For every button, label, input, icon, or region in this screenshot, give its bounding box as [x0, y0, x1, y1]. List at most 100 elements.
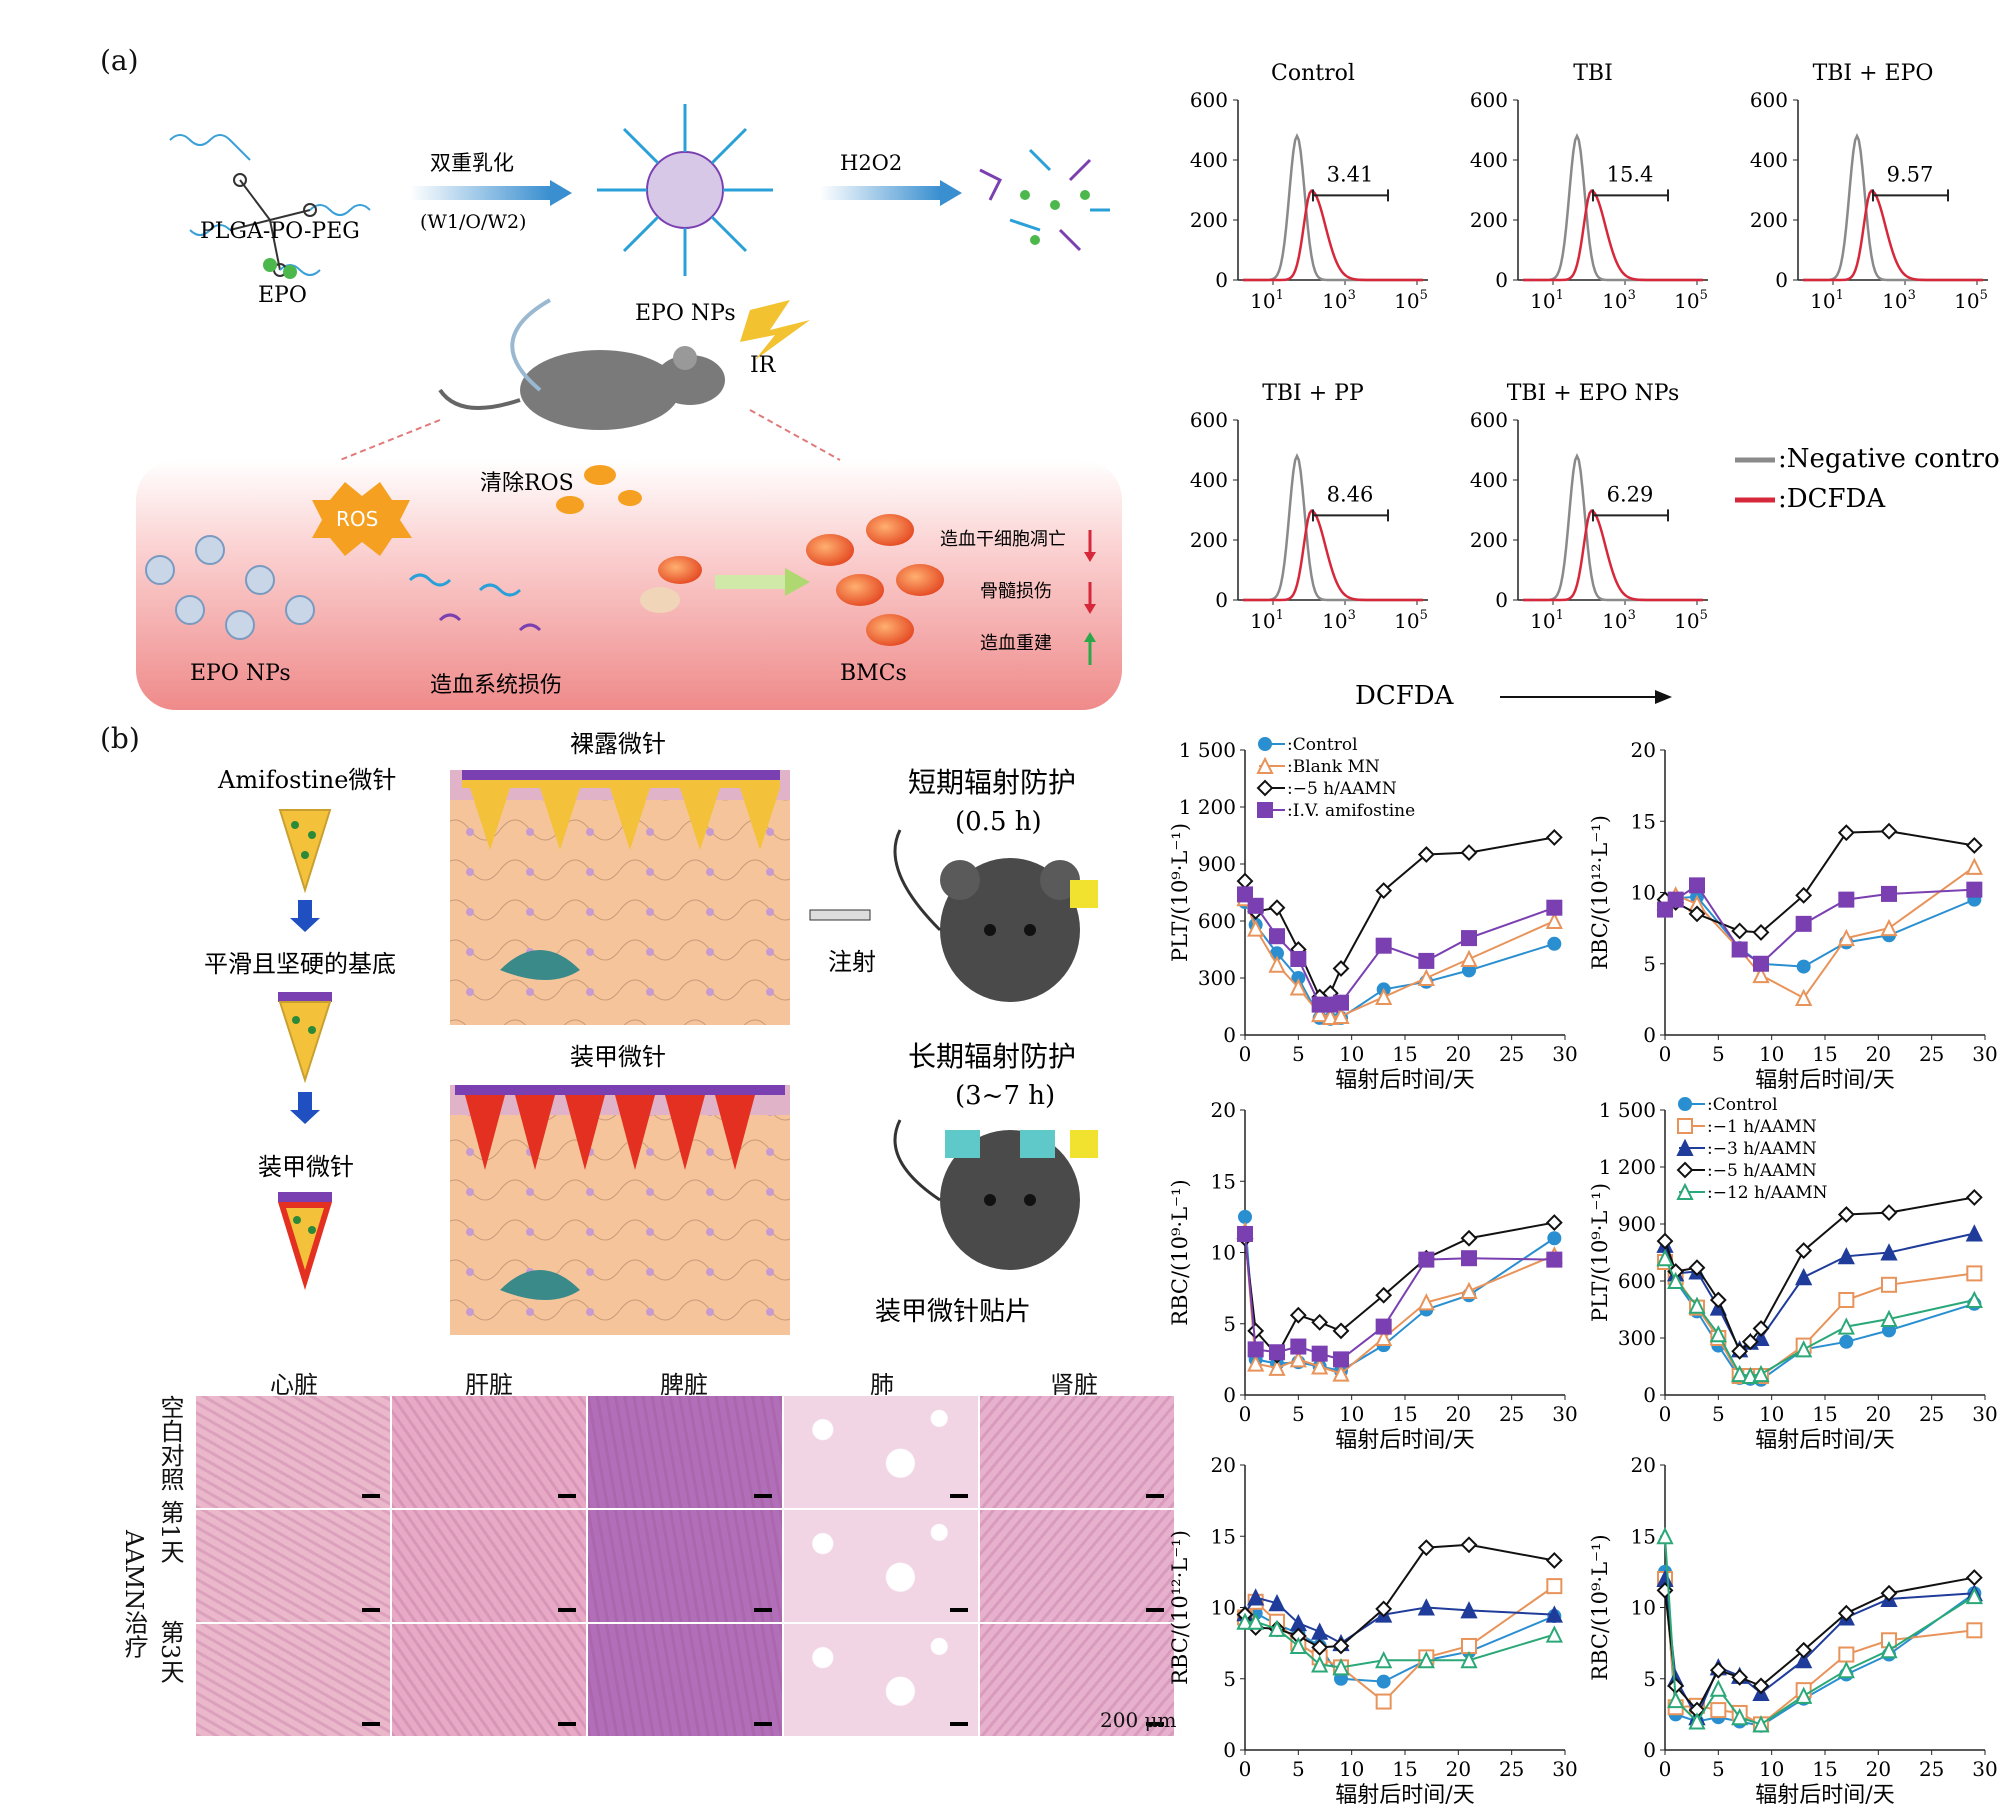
x-tick-label: 101 — [1530, 288, 1564, 313]
data-point — [1676, 1182, 1694, 1200]
double-emulsion-label: 双重乳化 — [430, 151, 514, 175]
scale-bar — [754, 1722, 772, 1726]
histology-image — [391, 1623, 587, 1737]
legend-negative-control: :Negative control — [1778, 444, 2000, 474]
y-tick-label: 1 200 — [1599, 1155, 1656, 1179]
data-point — [1752, 1715, 1770, 1733]
flow-histogram: Control 600 400 200 0 101 103 105 3.41 — [1190, 61, 1428, 313]
data-point — [1880, 1641, 1898, 1659]
data-point — [1418, 1251, 1435, 1268]
data-point — [1417, 1650, 1435, 1669]
data-point — [1460, 1536, 1478, 1554]
emulsion-phase-label: (W1/O/W2) — [420, 211, 526, 233]
x-tick-label: 10 — [1759, 1757, 1784, 1781]
y-tick-label: 15 — [1631, 809, 1656, 833]
y-tick-label: 5 — [1223, 1667, 1236, 1691]
x-axis-label: 辐射后时间/天 — [1335, 1428, 1474, 1453]
y-tick-label: 10 — [1211, 1241, 1236, 1265]
y-tick-label: 200 — [1750, 208, 1788, 232]
data-point — [1311, 1357, 1329, 1375]
histology-image — [979, 1509, 1175, 1623]
scale-bar — [362, 1494, 380, 1498]
series-line — [1244, 1231, 1555, 1375]
data-point — [1418, 952, 1435, 969]
series-line — [1664, 1536, 1975, 1726]
y-tick-label: 15 — [1631, 1524, 1656, 1548]
data-point — [1881, 1276, 1897, 1293]
y-tick-label: 15 — [1211, 1169, 1236, 1193]
x-tick-label: 30 — [1552, 1402, 1577, 1426]
bmcs-label: BMCs — [840, 661, 907, 686]
x-tick-label: 0 — [1239, 1042, 1252, 1066]
injection-arrow-icon — [510, 298, 551, 392]
data-point — [1656, 1527, 1674, 1545]
y-tick-label: 1 200 — [1179, 795, 1236, 819]
substrate-needle-icon — [278, 992, 332, 1084]
x-tick-label: 103 — [1882, 288, 1916, 313]
data-point — [1965, 1224, 1983, 1242]
y-tick-label: 1 500 — [1179, 738, 1236, 762]
y-tick-label: 10 — [1631, 1596, 1656, 1620]
data-point — [1741, 1333, 1759, 1351]
data-point — [1258, 737, 1272, 751]
y-tick-label: 400 — [1190, 468, 1228, 492]
data-point — [1332, 1006, 1350, 1024]
series-line — [1244, 1221, 1555, 1357]
x-tick-label: 5 — [1712, 1402, 1725, 1426]
patch-label: 装甲微针贴片 — [875, 1297, 1031, 1327]
data-point — [1236, 1612, 1254, 1630]
series-line — [1664, 1257, 1975, 1378]
data-point — [1837, 1317, 1855, 1335]
x-tick-label: 25 — [1499, 1757, 1524, 1781]
data-point — [1795, 1686, 1813, 1704]
line-chart-c4: 1 500 1 200 900 600 300 00 5 10 15 20 25 30 辐射后时间/天 P… — [1588, 1095, 1998, 1453]
gate-value: 8.46 — [1327, 482, 1374, 506]
data-point — [1709, 1661, 1727, 1679]
y-tick-label: 0 — [1223, 1738, 1236, 1762]
data-point — [1880, 1243, 1898, 1261]
y-tick-label: 0 — [1643, 1023, 1656, 1047]
series-line — [1664, 830, 1975, 934]
data-point — [1238, 1209, 1252, 1224]
y-tick-label: 300 — [1618, 1326, 1656, 1350]
data-point — [1688, 1712, 1706, 1730]
data-point — [1837, 1604, 1855, 1622]
data-point — [1247, 897, 1264, 914]
data-point — [1375, 1693, 1392, 1710]
histology-image — [783, 1395, 979, 1509]
amifostine-needle-icon — [278, 809, 332, 894]
data-point — [1375, 1600, 1393, 1618]
data-point — [1838, 1292, 1855, 1308]
bare-mn-title: 裸露微针 — [570, 730, 666, 758]
series-line — [1244, 1585, 1555, 1703]
negative-control-curve — [1523, 452, 1703, 602]
x-tick-label: 10 — [1759, 1042, 1784, 1066]
legend-entry: :Blank MN — [1287, 757, 1380, 777]
x-tick-label: 0 — [1659, 1402, 1672, 1426]
x-axis-label: 辐射后时间/天 — [1755, 1783, 1894, 1808]
data-point — [1688, 905, 1706, 923]
data-point — [1678, 1097, 1692, 1111]
data-point — [1268, 1619, 1286, 1637]
y-tick-label: 0 — [1643, 1383, 1656, 1407]
row-label-control: 空白对照 — [156, 1395, 184, 1491]
data-point — [1460, 844, 1478, 862]
data-point — [1268, 955, 1286, 973]
x-tick-label: 30 — [1972, 1757, 1997, 1781]
y-tick-label: 600 — [1190, 408, 1228, 432]
histology-image — [783, 1509, 979, 1623]
x-tick-label: 15 — [1812, 1757, 1837, 1781]
line-chart-c3: 20 15 10 5 00 5 10 15 20 25 30 辐射后时间/天 RBC/(10⁹·L⁻¹) — [1168, 1098, 1578, 1453]
line-chart-c6: 20 15 10 5 00 5 10 15 20 25 30 辐射后时间/天 RBC/(10⁹·L⁻¹) — [1588, 1453, 1998, 1808]
data-point — [1677, 1118, 1693, 1134]
y-tick-label: 0 — [1495, 268, 1508, 292]
y-tick-label: 0 — [1775, 268, 1788, 292]
data-point — [1676, 1161, 1694, 1179]
x-axis-label: 辐射后时间/天 — [1755, 1068, 1894, 1093]
y-tick-label: 600 — [1750, 88, 1788, 112]
h2o2-label: H2O2 — [840, 151, 902, 175]
data-point — [1838, 891, 1855, 908]
ir-label: IR — [750, 353, 777, 378]
short-term-label: 短期辐射防护 — [908, 766, 1076, 799]
data-point — [1236, 872, 1254, 890]
